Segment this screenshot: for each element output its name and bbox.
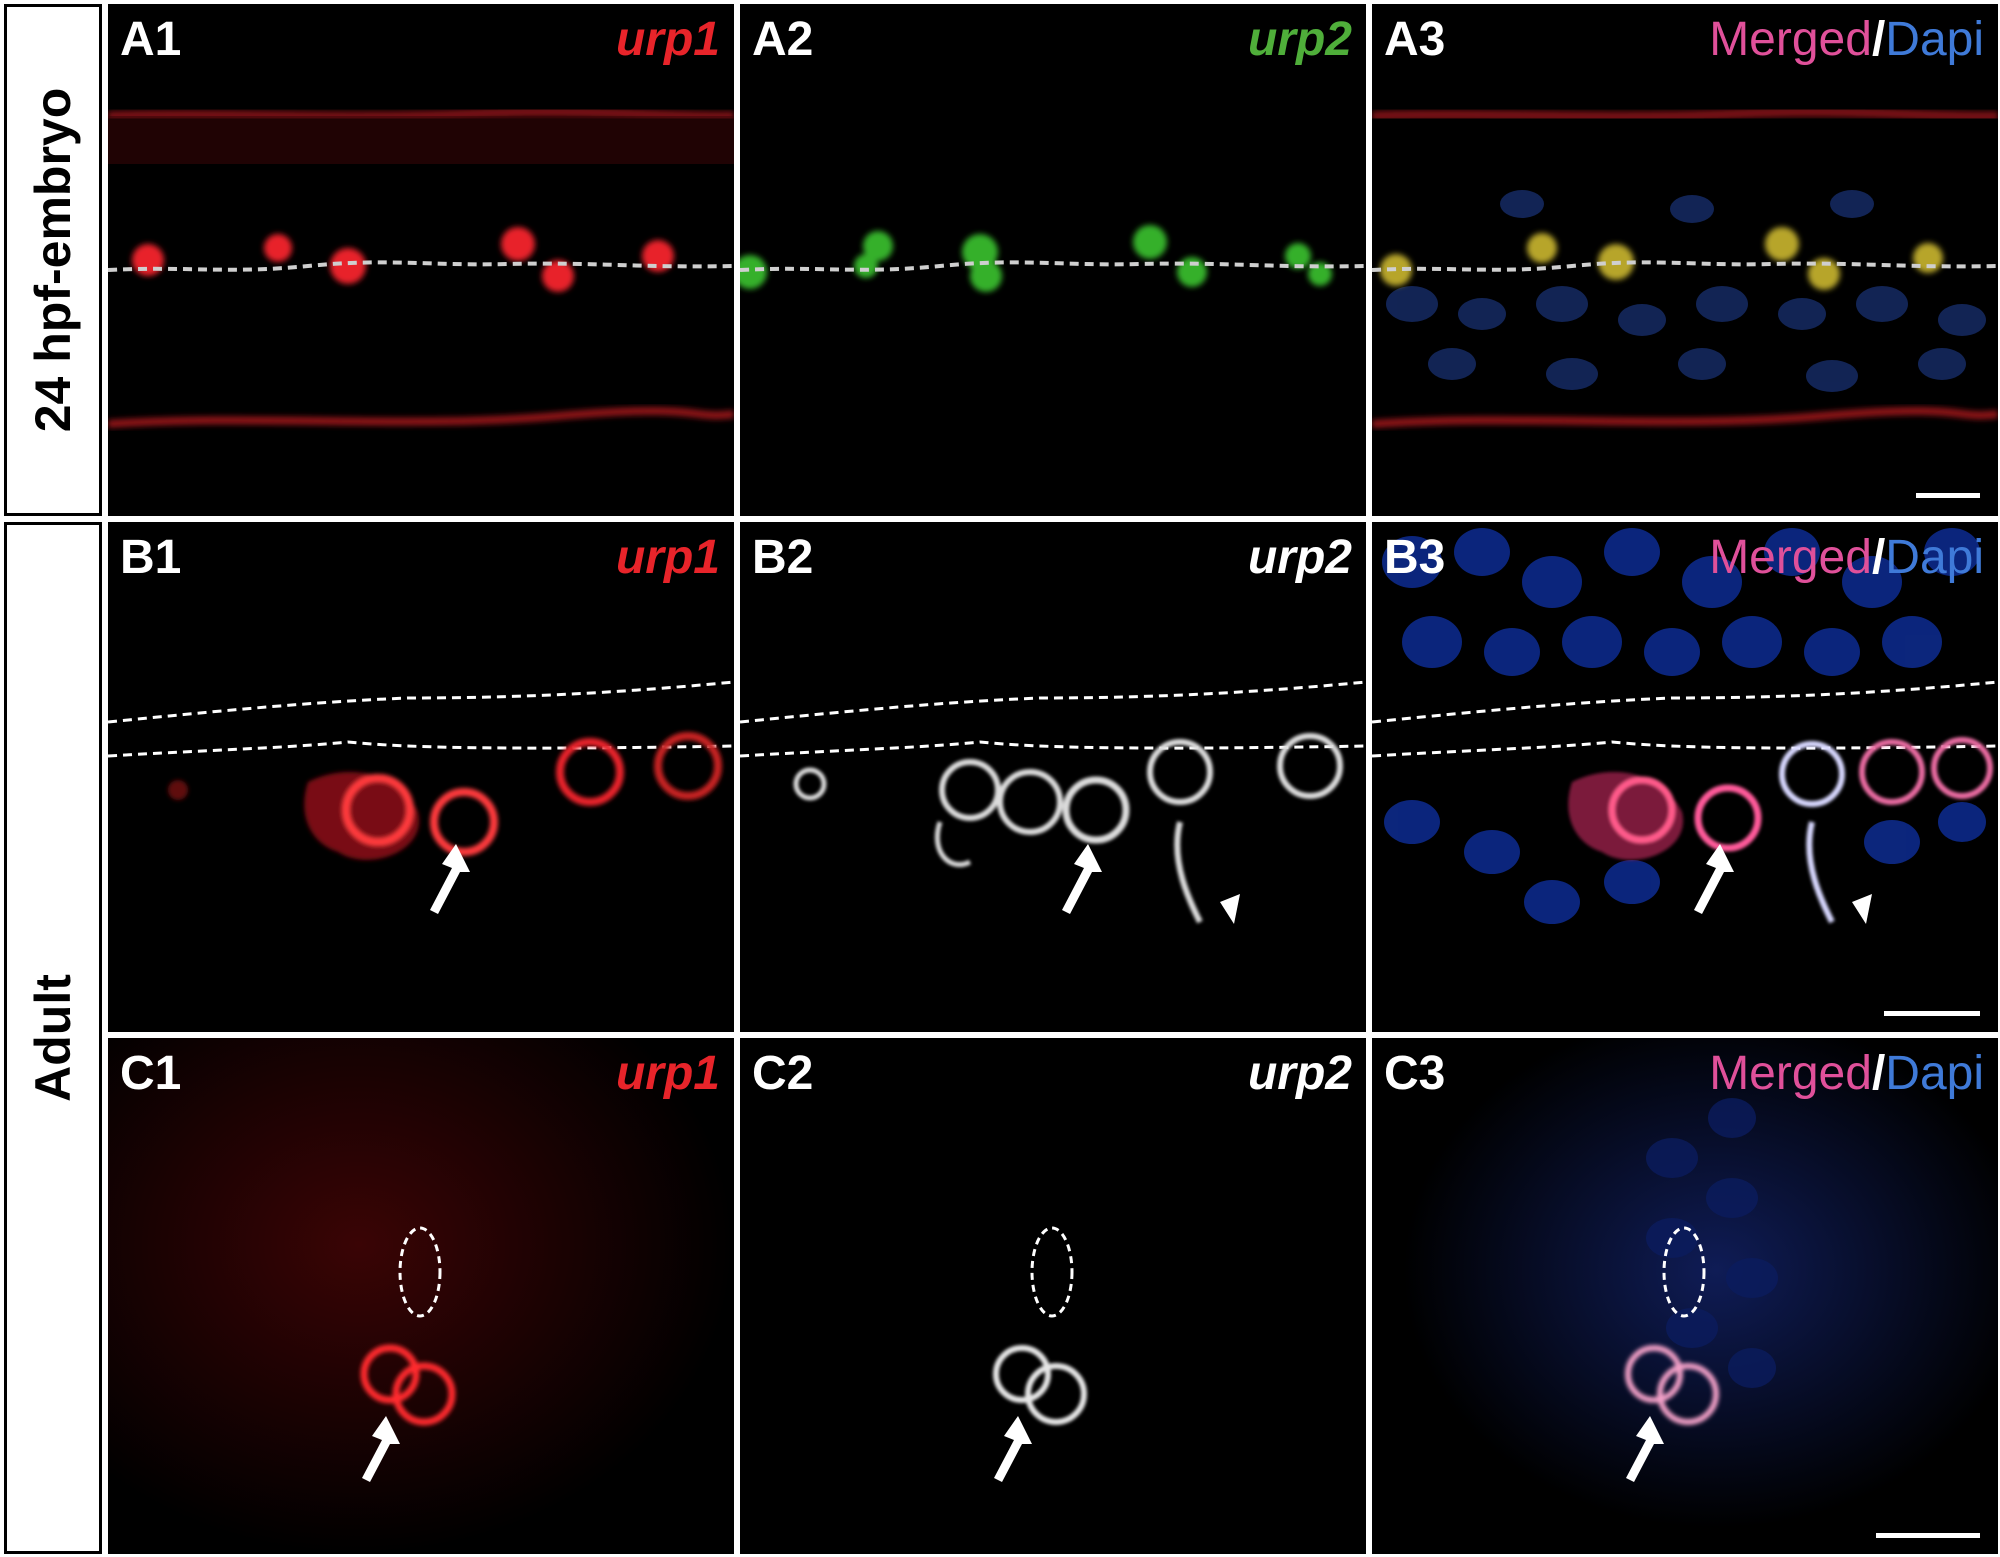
panel-a1-image (108, 107, 734, 428)
panel-a1-label: A1 (120, 13, 182, 66)
row-label-adult-text: Adult (25, 974, 81, 1102)
slash-text: / (1871, 531, 1886, 584)
slash-text: / (1871, 13, 1886, 66)
merged-text: Merged (1709, 13, 1872, 66)
panel-b2-label: B2 (752, 531, 814, 584)
panel-b3-legend: Merged/Dapi (1709, 530, 1984, 585)
panel-a3-label: A3 (1384, 13, 1446, 66)
panel-c1-image (108, 1038, 734, 1554)
panel-c1: C1 urp1 (108, 1038, 734, 1554)
row-label-adult: Adult (4, 522, 102, 1554)
panel-a1-gene: urp1 (615, 13, 720, 66)
merged-text: Merged (1709, 1047, 1872, 1100)
panel-a3-image (1372, 107, 1998, 428)
row-label-embryo-text: 24 hpf-embryo (25, 87, 81, 433)
panel-b1-image (108, 680, 734, 914)
panel-c2-label: C2 (752, 1047, 814, 1100)
panel-b3-label: B3 (1384, 531, 1446, 584)
scale-bar (1884, 1011, 1980, 1016)
dapi-text: Dapi (1885, 1047, 1984, 1100)
merged-text: Merged (1709, 531, 1872, 584)
panel-c2-image (993, 1226, 1087, 1482)
panel-c2-gene: urp2 (1247, 1047, 1352, 1100)
panel-c1-gene: urp1 (615, 1047, 720, 1100)
panel-b1: B1 urp1 (108, 522, 734, 1032)
dapi-text: Dapi (1885, 13, 1984, 66)
row-label-embryo: 24 hpf-embryo (4, 4, 102, 516)
slash-text: / (1871, 1047, 1886, 1100)
panel-b2-image (740, 680, 1366, 924)
panel-b2: B2 urp2 (740, 522, 1366, 1032)
panel-c3-legend: Merged/Dapi (1709, 1046, 1984, 1101)
scale-bar (1876, 1533, 1980, 1538)
panel-c2: C2 urp2 (740, 1038, 1366, 1554)
panel-c3: C3 Merged/Dapi (1372, 1038, 1998, 1554)
panel-b3: B3 Merged/Dapi (1372, 522, 1998, 1032)
panel-b1-gene: urp1 (615, 531, 720, 584)
panel-a2-label: A2 (752, 13, 814, 66)
panel-a3-legend: Merged/Dapi (1709, 12, 1984, 67)
panel-b1-label: B1 (120, 531, 182, 584)
scale-bar (1916, 493, 1980, 498)
panel-a2-image (740, 225, 1366, 292)
panel-b2-gene: urp2 (1247, 531, 1352, 584)
panel-c1-label: C1 (120, 1047, 182, 1100)
panel-a2: A2 urp2 (740, 4, 1366, 516)
panel-c3-image (1372, 1038, 1998, 1554)
panel-c3-label: C3 (1384, 1047, 1446, 1100)
dapi-text: Dapi (1885, 531, 1984, 584)
panel-a3: A3 Merged/Dapi (1372, 4, 1998, 516)
panel-b3-image (1372, 528, 1998, 924)
panel-a1: A1 urp1 (108, 4, 734, 516)
panel-a2-gene: urp2 (1247, 13, 1352, 66)
